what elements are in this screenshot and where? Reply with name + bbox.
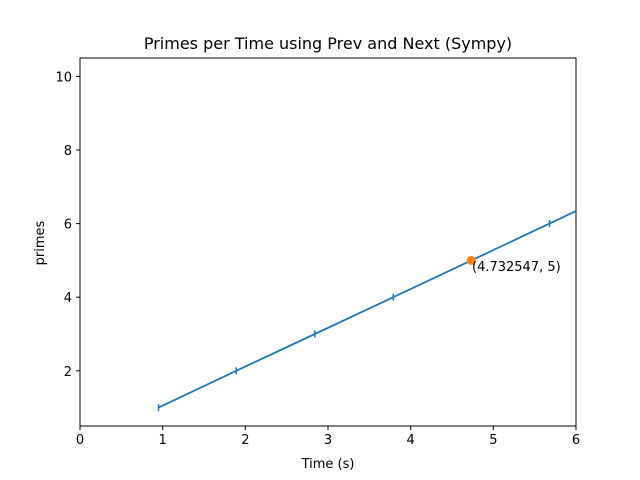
y-tick-label: 10 [55, 70, 72, 85]
x-axis-ticks: 0 1 2 3 4 5 6 [76, 426, 580, 448]
chart-title: Primes per Time using Prev and Next (Sym… [144, 34, 512, 53]
y-tick-label: 6 [64, 218, 72, 233]
highlight [466, 255, 476, 265]
x-tick-label: 6 [572, 433, 580, 448]
x-tick-label: 4 [407, 433, 415, 448]
x-axis-label: Time (s) [301, 457, 355, 472]
y-tick-label: 2 [64, 365, 72, 380]
highlight-point [466, 255, 476, 265]
y-tick-label: 4 [64, 291, 72, 306]
y-tick-label: 8 [64, 144, 72, 159]
series [157, 210, 577, 412]
x-tick-label: 5 [489, 433, 497, 448]
y-axis-ticks: 2 4 6 8 10 [55, 70, 80, 380]
x-tick-label: 2 [241, 433, 249, 448]
y-axis-label: primes [33, 220, 48, 265]
x-tick-label: 3 [324, 433, 332, 448]
highlight-annotation: (4.732547, 5) [472, 260, 561, 275]
x-tick-label: 0 [76, 433, 84, 448]
series-line [158, 210, 577, 409]
x-tick-label: 1 [159, 433, 167, 448]
